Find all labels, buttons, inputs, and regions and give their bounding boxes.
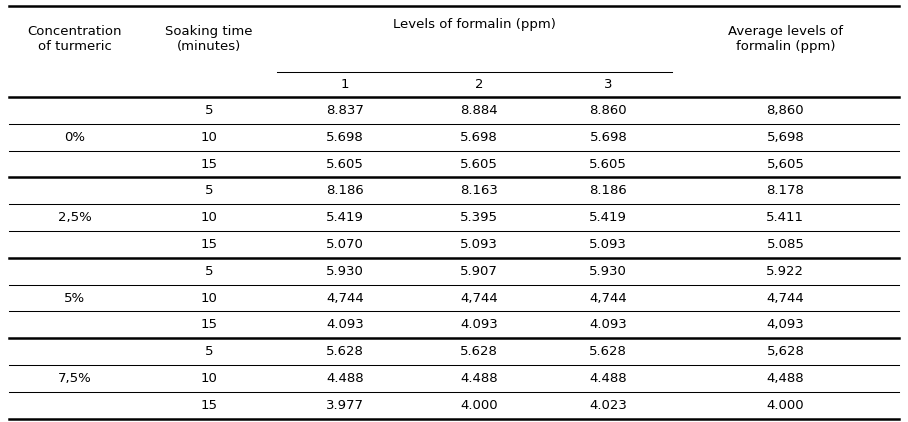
Text: 5.930: 5.930 bbox=[326, 265, 364, 278]
Text: 4,093: 4,093 bbox=[766, 318, 804, 331]
Text: 4,744: 4,744 bbox=[589, 292, 627, 305]
Text: Soaking time
(minutes): Soaking time (minutes) bbox=[165, 25, 252, 53]
Text: 5.698: 5.698 bbox=[460, 131, 498, 144]
Text: Levels of formalin (ppm): Levels of formalin (ppm) bbox=[393, 18, 556, 31]
Text: 4.023: 4.023 bbox=[589, 399, 627, 412]
Text: 8.884: 8.884 bbox=[460, 104, 498, 117]
Text: 10: 10 bbox=[201, 211, 217, 224]
Text: 5.419: 5.419 bbox=[326, 211, 364, 224]
Text: 5.085: 5.085 bbox=[766, 238, 804, 251]
Text: 4,488: 4,488 bbox=[766, 372, 804, 385]
Text: 15: 15 bbox=[201, 318, 217, 331]
Text: 1: 1 bbox=[340, 78, 350, 91]
Text: 5.605: 5.605 bbox=[589, 157, 627, 170]
Text: 5: 5 bbox=[204, 184, 213, 197]
Text: Concentration
of turmeric: Concentration of turmeric bbox=[27, 25, 123, 53]
Text: 4.488: 4.488 bbox=[326, 372, 364, 385]
Text: 8.163: 8.163 bbox=[460, 184, 498, 197]
Text: 3.977: 3.977 bbox=[326, 399, 364, 412]
Text: 3: 3 bbox=[604, 78, 613, 91]
Text: 5.628: 5.628 bbox=[460, 345, 498, 358]
Text: 4.000: 4.000 bbox=[460, 399, 498, 412]
Text: 5.605: 5.605 bbox=[326, 157, 364, 170]
Text: 8,860: 8,860 bbox=[766, 104, 804, 117]
Text: 5.930: 5.930 bbox=[589, 265, 627, 278]
Text: 5,628: 5,628 bbox=[766, 345, 804, 358]
Text: 2: 2 bbox=[475, 78, 483, 91]
Text: 5.628: 5.628 bbox=[326, 345, 364, 358]
Text: 5.605: 5.605 bbox=[460, 157, 498, 170]
Text: 8.837: 8.837 bbox=[326, 104, 364, 117]
Text: 4,744: 4,744 bbox=[460, 292, 498, 305]
Text: 2,5%: 2,5% bbox=[58, 211, 92, 224]
Text: 5: 5 bbox=[204, 345, 213, 358]
Text: 5.070: 5.070 bbox=[326, 238, 364, 251]
Text: 8.186: 8.186 bbox=[326, 184, 364, 197]
Text: 5,698: 5,698 bbox=[766, 131, 804, 144]
Text: 4.093: 4.093 bbox=[460, 318, 498, 331]
Text: 5.907: 5.907 bbox=[460, 265, 498, 278]
Text: 5.395: 5.395 bbox=[460, 211, 498, 224]
Text: 4.093: 4.093 bbox=[326, 318, 364, 331]
Text: 4,744: 4,744 bbox=[766, 292, 804, 305]
Text: Average levels of
formalin (ppm): Average levels of formalin (ppm) bbox=[728, 25, 843, 53]
Text: 5: 5 bbox=[204, 104, 213, 117]
Text: 8.178: 8.178 bbox=[766, 184, 804, 197]
Text: 5.093: 5.093 bbox=[460, 238, 498, 251]
Text: 8.860: 8.860 bbox=[589, 104, 627, 117]
Text: 5: 5 bbox=[204, 265, 213, 278]
Text: 10: 10 bbox=[201, 292, 217, 305]
Text: 5.922: 5.922 bbox=[766, 265, 804, 278]
Text: 5.628: 5.628 bbox=[589, 345, 627, 358]
Text: 5.419: 5.419 bbox=[589, 211, 627, 224]
Text: 5.698: 5.698 bbox=[589, 131, 627, 144]
Text: 5,605: 5,605 bbox=[766, 157, 804, 170]
Text: 10: 10 bbox=[201, 131, 217, 144]
Text: 5.093: 5.093 bbox=[589, 238, 627, 251]
Text: 10: 10 bbox=[201, 372, 217, 385]
Text: 15: 15 bbox=[201, 399, 217, 412]
Text: 7,5%: 7,5% bbox=[58, 372, 92, 385]
Text: 4,744: 4,744 bbox=[326, 292, 364, 305]
Text: 4.000: 4.000 bbox=[766, 399, 804, 412]
Text: 4.488: 4.488 bbox=[589, 372, 627, 385]
Text: 15: 15 bbox=[201, 238, 217, 251]
Text: 4.488: 4.488 bbox=[460, 372, 498, 385]
Text: 5.411: 5.411 bbox=[766, 211, 804, 224]
Text: 0%: 0% bbox=[64, 131, 85, 144]
Text: 8.186: 8.186 bbox=[589, 184, 627, 197]
Text: 5.698: 5.698 bbox=[326, 131, 364, 144]
Text: 4.093: 4.093 bbox=[589, 318, 627, 331]
Text: 15: 15 bbox=[201, 157, 217, 170]
Text: 5%: 5% bbox=[64, 292, 85, 305]
